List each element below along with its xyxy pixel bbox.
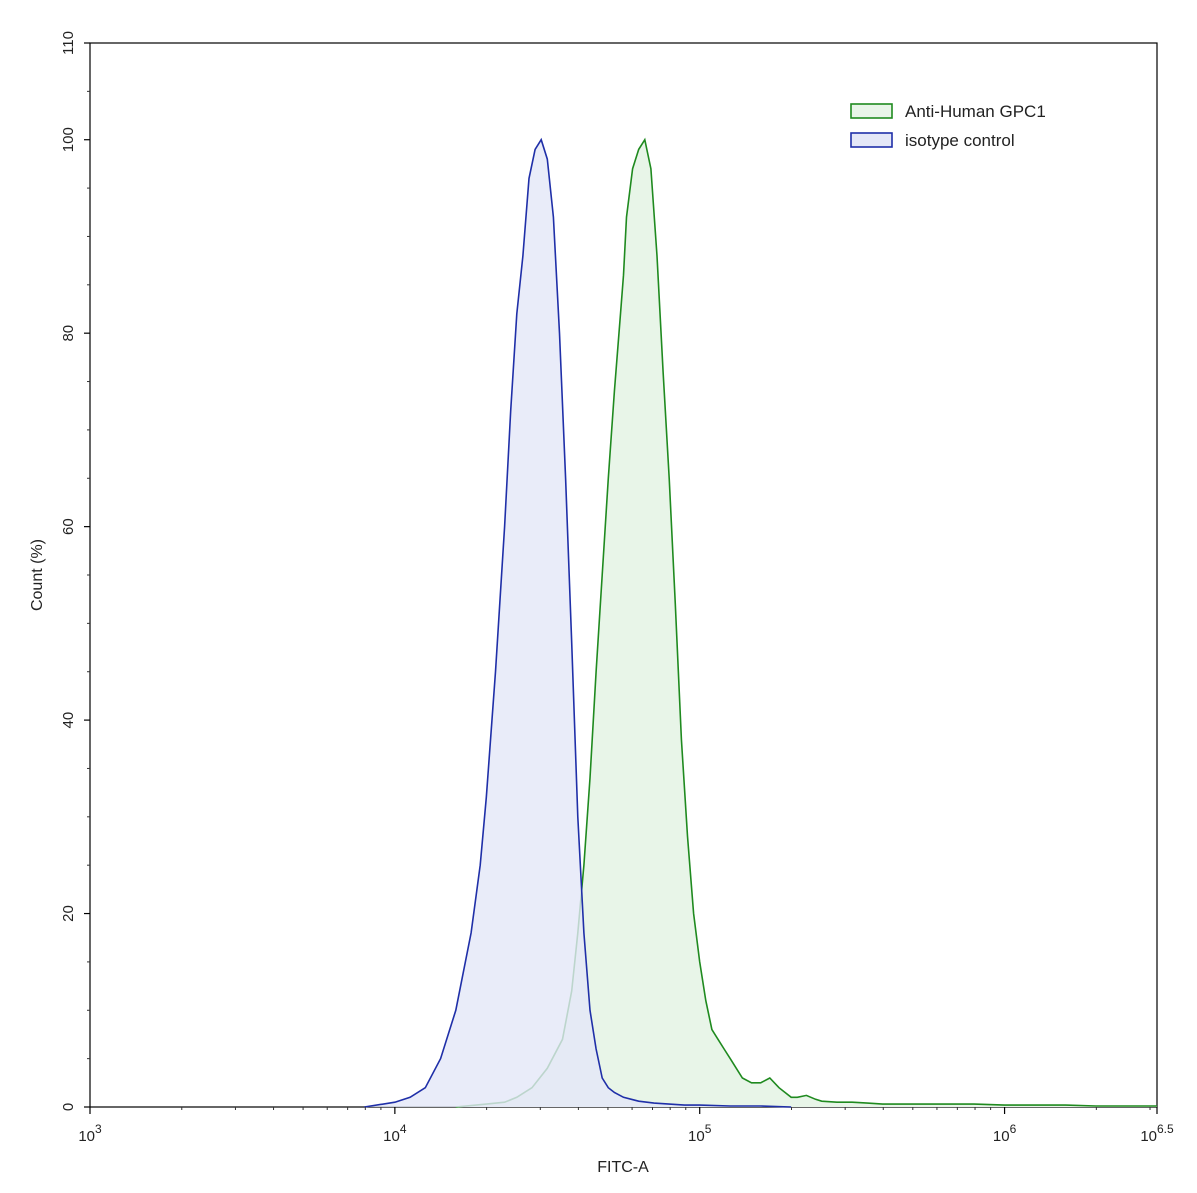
x-tick-label: 104 — [383, 1122, 407, 1145]
x-tick-label: 106.5 — [1140, 1122, 1174, 1145]
series-line-0 — [455, 137, 1157, 1108]
x-tick-label: 105 — [688, 1122, 712, 1145]
series-layer — [364, 137, 1157, 1108]
series-area-0 — [455, 139, 1157, 1107]
legend-swatch-isotype — [850, 132, 893, 148]
series-line-1 — [364, 137, 792, 1108]
y-tick-label: 80 — [60, 325, 77, 342]
y-tick-label: 0 — [60, 1103, 77, 1111]
legend-swatch-gpc1 — [850, 103, 893, 119]
x-axis-title: FITC-A — [597, 1159, 649, 1176]
y-tick-label: 40 — [60, 712, 77, 729]
y-tick-label: 110 — [60, 31, 77, 55]
x-tick-label: 103 — [78, 1122, 102, 1145]
y-tick-label: 60 — [60, 518, 77, 535]
y-tick-label: 20 — [60, 905, 77, 922]
y-axis-title: Count (%) — [29, 539, 46, 611]
series-area-1 — [364, 139, 792, 1107]
legend-label-gpc1: Anti-Human GPC1 — [905, 102, 1046, 121]
y-axis: 0 20 40 60 80 100 110 — [60, 31, 90, 1111]
x-axis: 103 104 105 106 106.5 — [78, 1107, 1174, 1145]
y-tick-label: 100 — [60, 127, 77, 152]
legend-label-isotype: isotype control — [905, 131, 1015, 150]
legend: Anti-Human GPC1 isotype control — [850, 102, 1046, 150]
x-tick-label: 106 — [993, 1122, 1017, 1145]
